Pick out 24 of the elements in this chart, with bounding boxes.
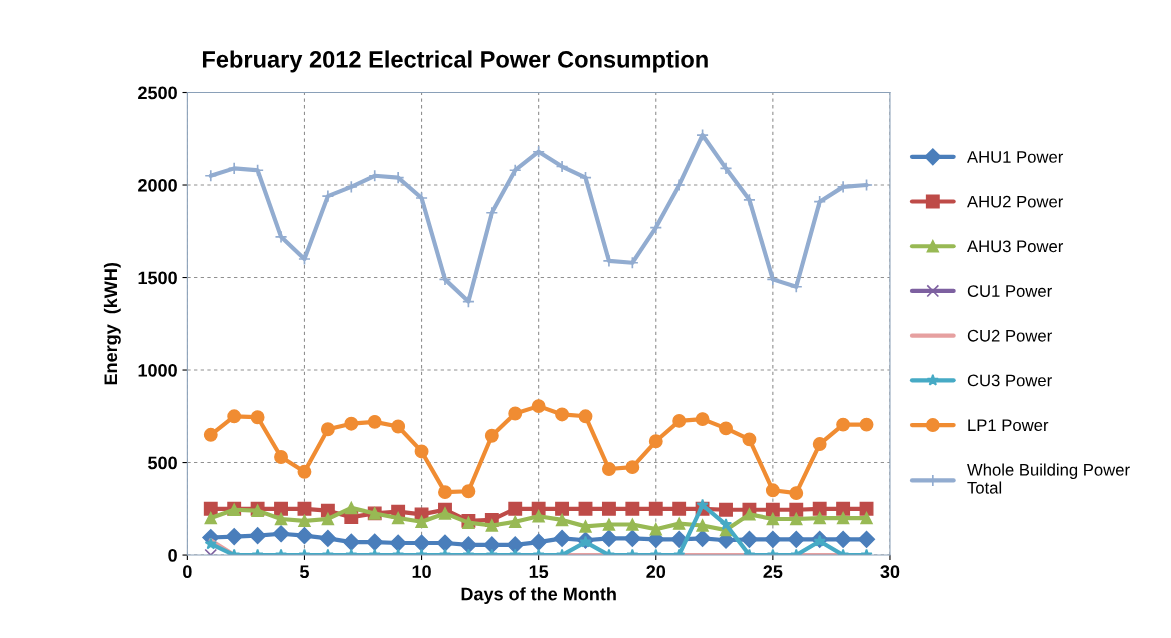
y-axis-title: Energy (kWH) bbox=[103, 262, 121, 385]
y-tick-label: 2500 bbox=[138, 86, 177, 100]
y-tick-label: 1000 bbox=[138, 363, 177, 377]
legend-label: AHU3 Power bbox=[967, 240, 1064, 253]
x-tick-label: 20 bbox=[646, 565, 666, 579]
x-axis-title: Days of the Month bbox=[461, 587, 616, 604]
y-tick-label: 500 bbox=[148, 456, 177, 470]
x-tick-label: 0 bbox=[183, 565, 192, 579]
legend-label: CU2 Power bbox=[967, 329, 1052, 342]
chart-title: February 2012 Electrical Power Consumption bbox=[202, 50, 708, 73]
y-tick-label: 2000 bbox=[138, 178, 177, 192]
x-tick-label: 25 bbox=[763, 565, 783, 579]
x-tick-label: 15 bbox=[529, 565, 549, 579]
legend-label: LP1 Power bbox=[968, 419, 1049, 432]
y-tick-label: 0 bbox=[168, 548, 177, 562]
legend-label: AHU2 Power bbox=[967, 195, 1064, 208]
x-tick-label: 10 bbox=[412, 565, 431, 579]
legend-label: Whole Building Power Total bbox=[967, 463, 1130, 494]
legend-label: CU3 Power bbox=[967, 374, 1052, 387]
legend-label: CU1 Power bbox=[967, 285, 1052, 297]
y-tick-label: 1500 bbox=[138, 271, 177, 285]
x-tick-label: 30 bbox=[880, 565, 900, 579]
x-tick-label: 5 bbox=[300, 565, 309, 579]
legend-label: AHU1 Power bbox=[967, 151, 1064, 163]
